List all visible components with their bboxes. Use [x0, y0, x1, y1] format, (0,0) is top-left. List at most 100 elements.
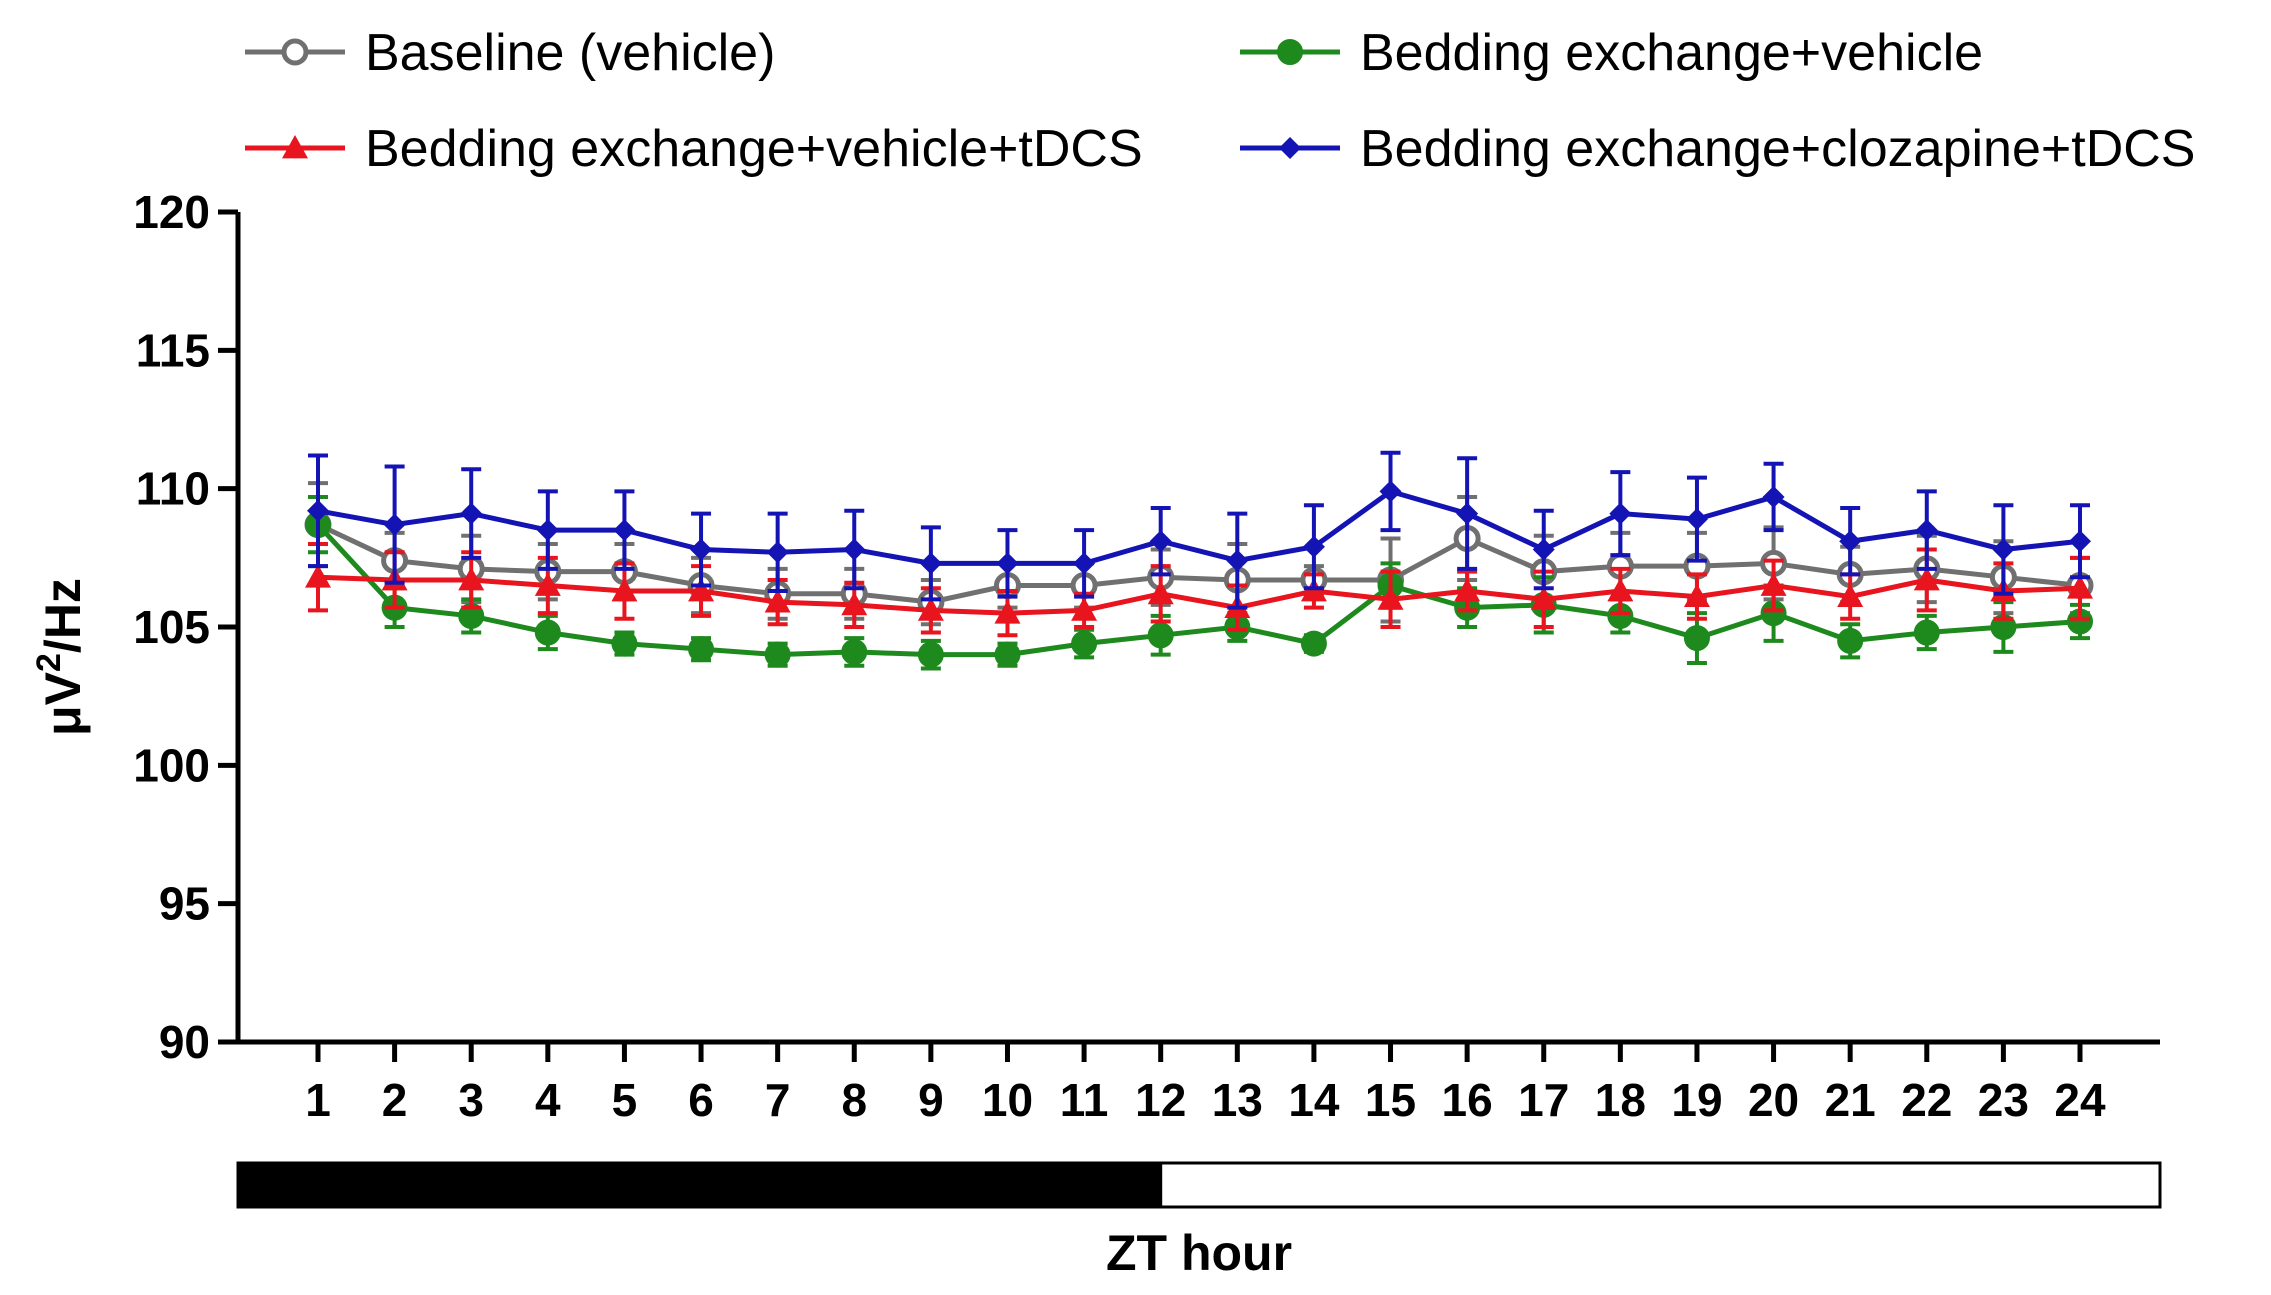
legend-label: Baseline (vehicle): [365, 24, 775, 82]
data-point: [534, 619, 561, 646]
y-tick-label: 120: [133, 186, 210, 238]
data-point: [1837, 583, 1864, 607]
x-tick-label: 19: [1671, 1074, 1722, 1126]
x-tick-label: 12: [1135, 1074, 1186, 1126]
data-point: [305, 564, 331, 588]
x-tick-label: 11: [1060, 1074, 1109, 1126]
data-point: [688, 578, 715, 602]
light-phase-bar: [1159, 1161, 2162, 1209]
y-tick-label: 105: [133, 601, 210, 653]
x-tick-label: 7: [765, 1074, 791, 1126]
data-point: [841, 591, 868, 616]
series-line: [317, 488, 2081, 566]
data-point: [1302, 535, 1325, 558]
data-point: [611, 630, 638, 657]
x-tick-label: 13: [1212, 1074, 1263, 1126]
data-point: [1456, 502, 1479, 525]
data-point: [536, 519, 559, 542]
series-4: [307, 450, 2091, 610]
x-tick-label: 10: [982, 1074, 1033, 1126]
data-point: [534, 572, 561, 596]
light-dark-bar: [236, 1161, 2162, 1209]
legend-item-4: Bedding exchange+clozapine+tDCS: [1240, 120, 2195, 178]
data-point: [764, 641, 791, 668]
data-point: [1147, 580, 1174, 605]
x-tick-label: 3: [458, 1074, 484, 1126]
series-2: [305, 494, 2093, 671]
data-point: [1530, 586, 1557, 610]
x-tick-label: 6: [688, 1074, 714, 1126]
data-point: [917, 597, 944, 621]
data-point: [1685, 508, 1708, 531]
data-point: [281, 38, 309, 66]
data-point: [919, 552, 942, 575]
data-point: [2067, 575, 2093, 599]
data-point: [1683, 583, 1710, 607]
data-point: [690, 538, 713, 561]
y-title-sup: 2: [30, 653, 68, 672]
legend-label: Bedding exchange+clozapine+tDCS: [1360, 120, 2195, 178]
data-point: [764, 589, 791, 613]
data-point: [1147, 622, 1174, 649]
data-point: [1762, 485, 1785, 508]
data-point: [1149, 530, 1172, 553]
y-title-base: μV: [35, 671, 91, 736]
data-point: [1915, 519, 1938, 542]
legend: Baseline (vehicle) Bedding exchange+vehic…: [245, 24, 2195, 178]
data-point: [1913, 619, 1940, 646]
dark-phase-bar: [236, 1161, 1163, 1209]
x-tick-label: 21: [1825, 1074, 1876, 1126]
data-point: [1277, 39, 1303, 65]
legend-label: Bedding exchange+vehicle+tDCS: [365, 120, 1143, 178]
data-point: [1071, 597, 1098, 621]
legend-item-2: Bedding exchange+vehicle: [1240, 24, 1983, 82]
y-tick-label: 90: [159, 1016, 210, 1068]
legend-label: Bedding exchange+vehicle: [1360, 24, 1983, 82]
data-point: [1607, 578, 1634, 602]
y-title-rest: /Hz: [35, 578, 91, 653]
data-point: [307, 499, 329, 522]
x-tick-label: 18: [1595, 1074, 1646, 1126]
data-point: [1683, 625, 1710, 652]
data-point: [611, 578, 638, 602]
legend-item-1: Baseline (vehicle): [245, 24, 775, 82]
data-point: [917, 641, 944, 668]
x-tick-label: 24: [2054, 1074, 2106, 1126]
data-point: [1379, 480, 1402, 503]
data-point: [460, 502, 483, 525]
x-tick-label: 16: [1442, 1074, 1493, 1126]
series-line: [317, 574, 2081, 616]
x-tick-label: 9: [918, 1074, 944, 1126]
data-point: [1839, 530, 1862, 553]
series-3: [305, 542, 2093, 638]
plot-area: [304, 450, 2094, 671]
data-point: [996, 552, 1019, 575]
x-tick-label: 2: [382, 1074, 408, 1126]
data-point: [994, 600, 1021, 624]
x-tick-label: 1: [305, 1074, 331, 1126]
data-point: [1992, 538, 2015, 561]
data-point: [1071, 630, 1098, 657]
data-point: [841, 638, 868, 665]
data-point: [766, 541, 789, 564]
data-point: [1300, 630, 1327, 657]
data-point: [1279, 137, 1301, 159]
data-point: [1454, 578, 1481, 602]
data-point: [1760, 572, 1787, 596]
data-point: [613, 519, 636, 542]
data-point: [994, 641, 1021, 668]
x-tick-label: 15: [1365, 1074, 1416, 1126]
y-tick-label: 115: [136, 324, 210, 376]
y-tick-label: 100: [133, 739, 210, 791]
x-tick-label: 23: [1978, 1074, 2029, 1126]
data-point: [458, 566, 485, 591]
data-point: [282, 135, 308, 159]
x-tick-label: 5: [612, 1074, 638, 1126]
x-tick-label: 4: [535, 1074, 561, 1126]
data-point: [1609, 502, 1632, 525]
y-tick-label: 110: [136, 463, 210, 515]
data-point: [383, 513, 406, 536]
data-point: [1532, 538, 1555, 561]
data-point: [1837, 627, 1864, 654]
